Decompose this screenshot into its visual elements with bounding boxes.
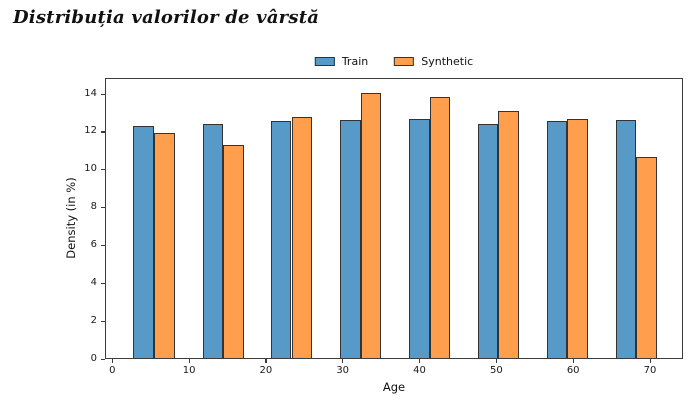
legend: Train Synthetic: [314, 55, 473, 68]
legend-item-train: Train: [314, 55, 369, 68]
bar-train-bin6: [546, 120, 568, 358]
x-axis-label: Age: [382, 380, 406, 394]
x-tick-label: 40: [413, 365, 426, 376]
x-tick: [342, 359, 344, 363]
bar-synthetic-bin4: [429, 96, 451, 358]
bar-train-bin3: [340, 119, 361, 358]
legend-label-synthetic: Synthetic: [421, 55, 474, 68]
x-tick: [419, 359, 421, 363]
bar-synthetic-bin7: [636, 157, 658, 358]
bar-train-bin2: [270, 120, 292, 358]
legend-label-train: Train: [341, 55, 369, 68]
bar-synthetic-bin3: [360, 93, 382, 358]
y-tick-label: 0: [90, 352, 97, 364]
y-tick-label: 14: [84, 87, 97, 99]
x-tick: [188, 359, 190, 363]
x-tick: [265, 359, 267, 363]
y-tick: [100, 282, 105, 284]
y-tick: [100, 358, 105, 360]
y-tick-label: 4: [90, 276, 97, 288]
bar-synthetic-bin2: [291, 116, 313, 358]
x-tick-label: 0: [109, 365, 116, 376]
y-tick: [100, 169, 105, 171]
bar-synthetic-bin0: [154, 132, 175, 358]
bar-train-bin0: [133, 126, 154, 358]
chart-title: Distribuția valorilor de vârstă: [13, 7, 320, 28]
y-tick-label: 6: [90, 239, 97, 250]
legend-swatch-synthetic-icon: [394, 57, 415, 66]
x-tick-label: 30: [336, 365, 350, 376]
x-tick-label: 50: [490, 365, 503, 376]
x-tick: [111, 359, 113, 363]
bar-train-bin4: [409, 118, 430, 358]
y-tick: [100, 320, 105, 322]
y-tick: [100, 93, 105, 95]
x-tick-label: 10: [182, 365, 196, 376]
bar-synthetic-bin5: [498, 111, 519, 358]
bar-train-bin5: [477, 124, 499, 358]
bar-train-bin1: [202, 124, 224, 358]
x-tick: [649, 359, 651, 363]
x-tick-label: 60: [566, 365, 580, 376]
x-tick-label: 70: [643, 365, 657, 376]
plot-area: [105, 78, 683, 359]
bar-train-bin7: [615, 119, 637, 358]
y-tick-label: 12: [84, 125, 97, 137]
y-tick-label: 8: [90, 201, 97, 213]
x-tick: [572, 359, 574, 363]
legend-swatch-train-icon: [314, 57, 335, 66]
y-tick: [100, 207, 105, 209]
y-tick: [100, 245, 105, 247]
y-tick-label: 2: [90, 314, 97, 326]
legend-item-synthetic: Synthetic: [394, 55, 473, 68]
bar-synthetic-bin1: [223, 145, 244, 358]
bar-synthetic-bin6: [567, 118, 588, 358]
y-tick: [100, 131, 105, 133]
y-tick-label: 10: [84, 163, 97, 175]
x-tick: [495, 359, 498, 363]
x-tick-label: 20: [259, 365, 273, 376]
